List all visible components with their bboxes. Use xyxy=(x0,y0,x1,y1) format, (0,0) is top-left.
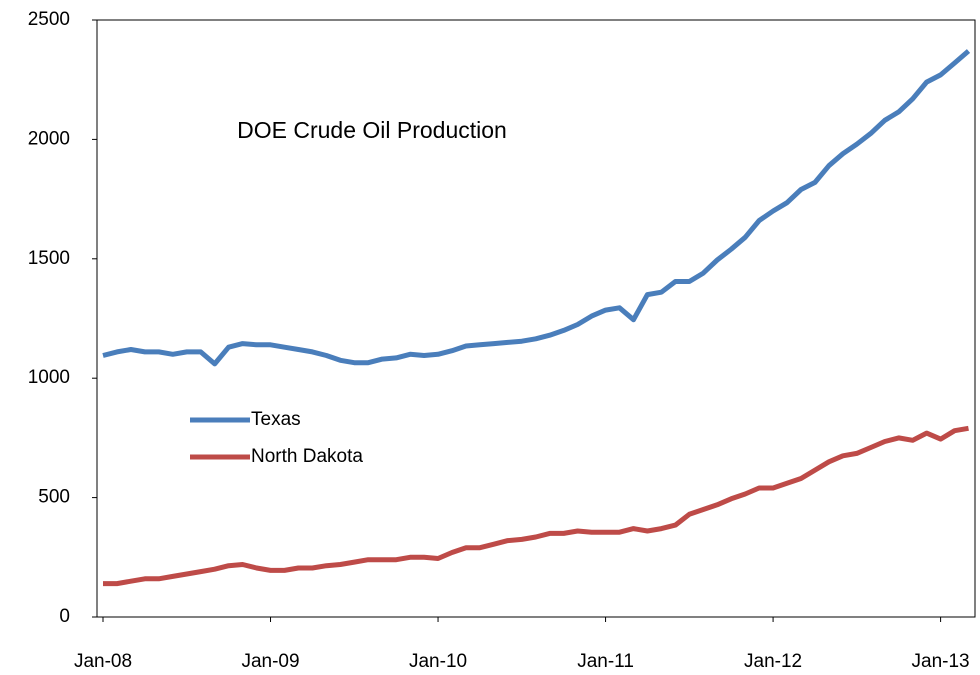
x-tick-label: Jan-13 xyxy=(912,651,970,672)
chart-title: DOE Crude Oil Production xyxy=(237,117,507,143)
y-tick-label: 2000 xyxy=(28,128,70,149)
x-tick-label: Jan-11 xyxy=(577,651,634,672)
y-tick-label: 0 xyxy=(59,606,70,627)
series-line xyxy=(102,49,971,367)
y-tick-label: 1500 xyxy=(28,248,70,269)
x-tick-label: Jan-10 xyxy=(409,651,467,672)
x-tick-label: Jan-08 xyxy=(74,651,132,672)
x-tick-label: Jan-09 xyxy=(241,651,299,672)
y-tick-label: 1000 xyxy=(28,367,70,388)
y-tick-label: 2500 xyxy=(28,9,70,30)
x-tick-label: Jan-12 xyxy=(744,651,802,672)
y-tick-label: 500 xyxy=(38,487,70,508)
legend-label: Texas xyxy=(251,409,301,430)
series-line xyxy=(103,425,969,587)
plot-frame xyxy=(96,19,976,618)
legend-label: North Dakota xyxy=(251,446,363,467)
